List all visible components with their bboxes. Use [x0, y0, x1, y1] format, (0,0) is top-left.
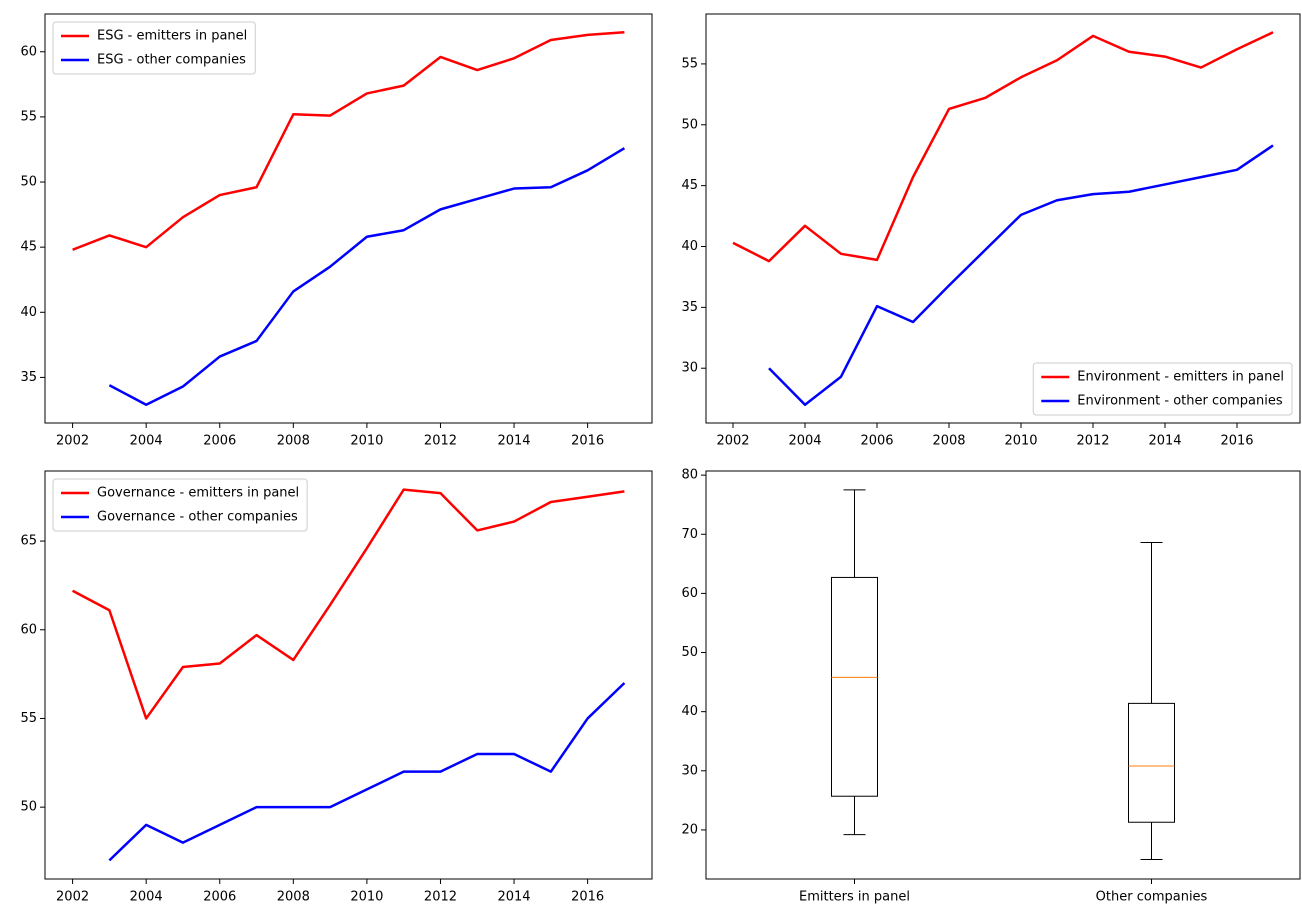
x-tick-label: 2008: [932, 434, 965, 449]
x-tick-label: 2002: [56, 890, 89, 905]
y-tick-label: 45: [20, 240, 37, 255]
x-tick-label: 2010: [350, 434, 383, 449]
series-line: [732, 31, 1274, 263]
subplot: 30 35 40 45 50 55 2002 2004 2006 2008 2010 2012 2014…: [681, 13, 1301, 449]
subplot: 50 55 60 65 2002 2004 2006 2008 2010 2012 2014 2016…: [20, 470, 653, 905]
y-tick-label: 30: [681, 763, 698, 778]
x-tick-label: 2002: [716, 434, 749, 449]
axes-frame: [705, 470, 1301, 880]
x-tick-label: 2010: [350, 890, 383, 905]
legend: ESG - emitters in panel ESG - other compa…: [52, 21, 256, 75]
x-tick-label: 2014: [497, 890, 530, 905]
x-tick-label: 2004: [130, 434, 163, 449]
legend-label: ESG - other companies: [97, 53, 246, 68]
y-tick-label: 45: [681, 178, 698, 193]
series-line: [72, 30, 625, 251]
y-tick-label: 60: [20, 622, 37, 637]
legend-frame: [52, 21, 256, 75]
legend-label: Environment - other companies: [1077, 394, 1283, 409]
x-tick-label: 2010: [1004, 434, 1037, 449]
x-tick-label: 2012: [424, 890, 457, 905]
series-line: [108, 682, 626, 862]
legend-frame: [1032, 362, 1293, 416]
x-tick-label: 2016: [571, 890, 604, 905]
legend-frame: [52, 478, 308, 532]
y-tick-label: 55: [681, 56, 698, 71]
series-line: [768, 144, 1274, 406]
x-tick-label: 2014: [497, 434, 530, 449]
subplot: 35 40 45 50 55 60 2002 2004 2006 2008 2010 2012 2014…: [20, 13, 653, 449]
series-line: [72, 488, 625, 720]
x-tick-label: 2006: [203, 890, 236, 905]
legend-label: Governance - other companies: [97, 510, 298, 525]
y-tick-label: 35: [681, 300, 698, 315]
x-tick-label: 2016: [571, 434, 604, 449]
y-tick-label: 65: [20, 534, 37, 549]
x-tick-label: 2012: [1076, 434, 1109, 449]
x-tick-label: 2014: [1148, 434, 1181, 449]
y-tick-label: 40: [20, 305, 37, 320]
y-tick-label: 50: [681, 117, 698, 132]
y-tick-label: 50: [20, 800, 37, 815]
x-tick-label: 2008: [277, 890, 310, 905]
x-tick-label: 2004: [130, 890, 163, 905]
legend-label: Environment - emitters in panel: [1077, 370, 1284, 385]
y-tick-label: 80: [681, 468, 698, 483]
x-tick-label: 2002: [56, 434, 89, 449]
x-tick-label: Emitters in panel: [799, 890, 910, 905]
axes-frame: [44, 13, 653, 424]
legend: Environment - emitters in panel Environme…: [1032, 362, 1293, 416]
legend-label: ESG - emitters in panel: [97, 29, 247, 44]
x-tick-label: 2008: [277, 434, 310, 449]
y-tick-label: 60: [681, 586, 698, 601]
x-tick-label: 2006: [860, 434, 893, 449]
x-tick-label: 2006: [203, 434, 236, 449]
y-tick-label: 30: [681, 361, 698, 376]
y-tick-label: 50: [20, 175, 37, 190]
box: [1128, 702, 1175, 823]
x-tick-label: 2016: [1220, 434, 1253, 449]
y-tick-label: 55: [20, 711, 37, 726]
axes-frame: [44, 470, 653, 880]
axes-frame: [705, 13, 1301, 424]
x-tick-label: 2004: [788, 434, 821, 449]
y-tick-label: 50: [681, 645, 698, 660]
legend-label: Governance - emitters in panel: [97, 486, 299, 501]
series-line: [108, 147, 626, 407]
y-tick-label: 70: [681, 527, 698, 542]
y-tick-label: 55: [20, 109, 37, 124]
legend: Governance - emitters in panel Governance…: [52, 478, 308, 532]
x-tick-label: Other companies: [1096, 890, 1208, 905]
y-tick-label: 40: [681, 239, 698, 254]
y-tick-label: 20: [681, 822, 698, 837]
x-tick-label: 2012: [424, 434, 457, 449]
subplot: 20 30 40 50 60 70 80 Emitters in panel Other com…: [681, 468, 1301, 905]
y-tick-label: 60: [20, 44, 37, 59]
y-tick-label: 40: [681, 704, 698, 719]
y-tick-label: 35: [20, 370, 37, 385]
box: [831, 576, 878, 797]
